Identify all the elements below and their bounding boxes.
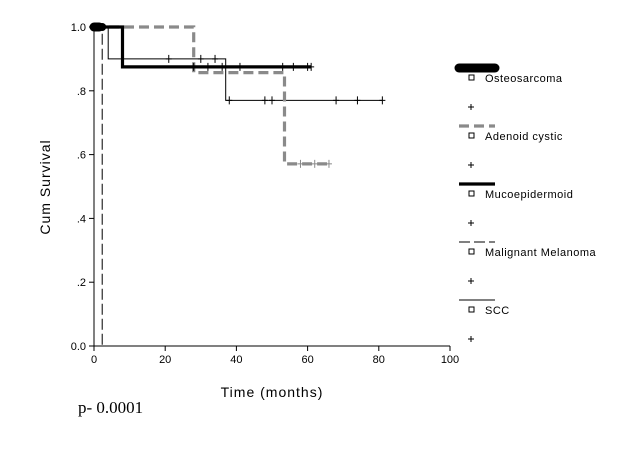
series-malignant-melanoma: [94, 26, 103, 346]
y-tick-label: 1.0: [71, 22, 86, 34]
survival-curve-adenoid-cystic: [94, 25, 329, 166]
legend-item-adenoid-cystic: Adenoid cystic: [459, 124, 563, 168]
legend-box-icon: [468, 248, 475, 255]
y-tick-label: .6: [77, 150, 86, 162]
survival-curve-scc: [94, 26, 383, 101]
legend-item-malignant-melanoma: Malignant Melanoma: [459, 241, 596, 284]
legend-label: Malignant Melanoma: [485, 247, 596, 259]
y-tick-label: 0.0: [71, 341, 86, 353]
series-adenoid-cystic: [94, 25, 332, 168]
legend-label: Osteosarcoma: [485, 73, 563, 85]
series-mucoepidermoid: [94, 25, 315, 71]
legend-label: Mucoepidermoid: [485, 189, 573, 201]
legend-box-icon: [468, 190, 475, 197]
x-tick-label: 40: [230, 354, 242, 366]
legend: Osteosarcoma Adenoid cystic Mucoepidermoid…: [454, 63, 596, 342]
survival-curve-mucoepidermoid: [94, 25, 312, 69]
x-tick-label: 60: [301, 354, 313, 366]
legend-label: SCC: [485, 305, 510, 317]
legend-box-icon: [468, 74, 475, 81]
axes: 0.0 .2 .4 .6 .8 1.0 0 20 40 60 80 100: [71, 22, 459, 366]
series-layer: [89, 22, 386, 346]
start-marker: [98, 23, 107, 31]
legend-box-icon: [468, 306, 475, 313]
x-tick-label: 0: [91, 354, 97, 366]
x-tick-label: 20: [159, 354, 171, 366]
y-tick-label: .4: [77, 213, 86, 225]
legend-item-scc: SCC: [459, 299, 510, 342]
y-axis-title: Cum Survival: [37, 139, 53, 234]
y-tick-label: .8: [77, 86, 86, 98]
legend-item-osteosarcoma: Osteosarcoma: [454, 63, 563, 110]
x-axis-title: Time (months): [221, 384, 324, 400]
x-tick-label: 100: [441, 354, 459, 366]
legend-item-mucoepidermoid: Mucoepidermoid: [459, 182, 573, 226]
p-value-annotation: p- 0.0001: [78, 398, 144, 417]
legend-box-icon: [468, 132, 475, 139]
y-tick-label: .2: [77, 277, 86, 289]
legend-label: Adenoid cystic: [485, 131, 563, 143]
survival-curve-malignant-melanoma: [94, 26, 103, 346]
x-tick-label: 80: [373, 354, 385, 366]
